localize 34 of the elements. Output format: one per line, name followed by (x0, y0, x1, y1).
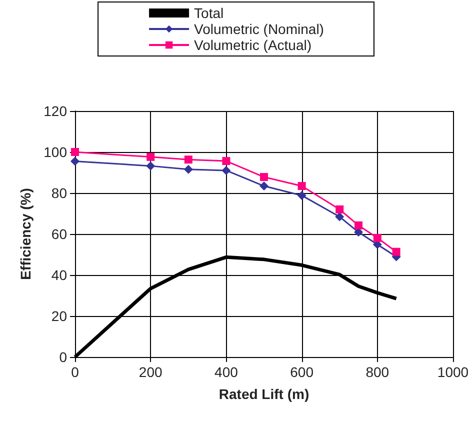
y-axis-title: Efficiency (%) (18, 188, 34, 280)
point (260, 173, 268, 182)
point (222, 166, 231, 175)
point (184, 156, 192, 164)
point (146, 152, 155, 161)
legend-label: Volumetric (Nominal) (194, 21, 324, 37)
y-tick-label: 100 (44, 144, 68, 160)
legend-label: Total (194, 5, 224, 21)
point (184, 164, 193, 174)
y-tick-label: 120 (44, 103, 68, 119)
legend-label: Volumetric (Actual) (194, 37, 312, 53)
y-tick-label: 40 (51, 267, 68, 283)
y-tick-label: 80 (51, 185, 68, 201)
x-tick-label: 800 (366, 364, 390, 380)
x-axis-title: Rated Lift (m) (218, 386, 310, 402)
point (373, 234, 382, 242)
point (70, 156, 80, 166)
x-tick-label: 600 (290, 364, 314, 380)
y-tick-label: 0 (59, 349, 68, 365)
y-tick-label: 60 (51, 226, 68, 242)
point (222, 157, 230, 166)
point (298, 182, 306, 190)
point (335, 212, 344, 222)
x-tick-label: 1000 (437, 364, 469, 380)
x-tick-label: 200 (138, 364, 162, 380)
point (354, 221, 362, 230)
point (336, 205, 344, 214)
point (260, 182, 268, 191)
point (146, 161, 156, 170)
point (297, 190, 306, 200)
y-tick-label: 20 (51, 308, 68, 324)
x-tick-label: 0 (71, 364, 80, 380)
x-tick-label: 400 (214, 364, 238, 380)
point (392, 248, 400, 256)
